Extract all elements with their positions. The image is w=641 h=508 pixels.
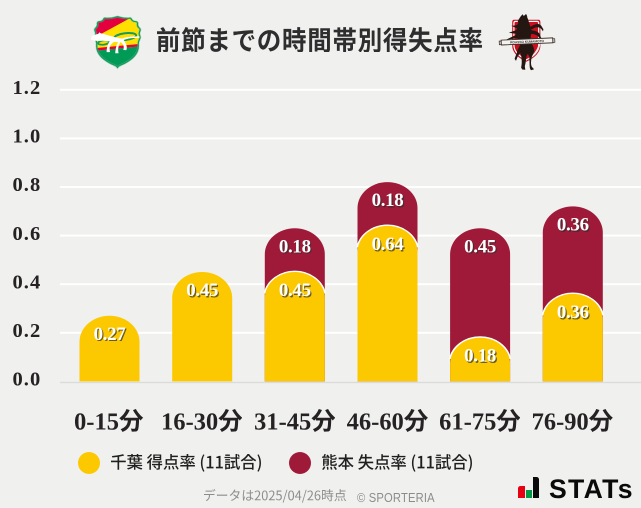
svg-text:0.36: 0.36	[558, 303, 590, 324]
svg-text:0.18: 0.18	[279, 236, 311, 257]
svg-text:0.18: 0.18	[464, 346, 496, 367]
svg-text:0.4: 0.4	[12, 271, 41, 293]
svg-text:0.45: 0.45	[280, 281, 312, 302]
svg-text:0.18: 0.18	[372, 190, 404, 211]
svg-text:0.18: 0.18	[465, 347, 497, 368]
svg-text:0.45: 0.45	[279, 280, 311, 301]
svg-text:0.45: 0.45	[186, 280, 218, 301]
svg-text:0.0: 0.0	[12, 369, 41, 391]
svg-text:0.36: 0.36	[557, 302, 589, 323]
svg-text:ROASSO KUMAMOTO: ROASSO KUMAMOTO	[510, 39, 544, 44]
svg-text:0.18: 0.18	[280, 238, 312, 259]
svg-text:0.27: 0.27	[95, 325, 127, 346]
svg-text:0.45: 0.45	[464, 236, 496, 257]
svg-text:1.0: 1.0	[12, 126, 41, 148]
svg-text:0.6: 0.6	[12, 223, 41, 245]
svg-text:0.36: 0.36	[557, 214, 589, 235]
svg-text:0.45: 0.45	[465, 238, 497, 259]
svg-text:0.27: 0.27	[94, 324, 126, 345]
svg-text:0.64: 0.64	[372, 234, 405, 255]
svg-text:1.2: 1.2	[12, 77, 41, 99]
svg-text:0.64: 0.64	[373, 235, 406, 256]
svg-text:0.18: 0.18	[373, 192, 405, 213]
svg-text:0.8: 0.8	[12, 174, 41, 196]
svg-text:0.45: 0.45	[187, 281, 219, 302]
svg-text:0.2: 0.2	[12, 320, 41, 342]
svg-text:0.36: 0.36	[558, 216, 590, 237]
